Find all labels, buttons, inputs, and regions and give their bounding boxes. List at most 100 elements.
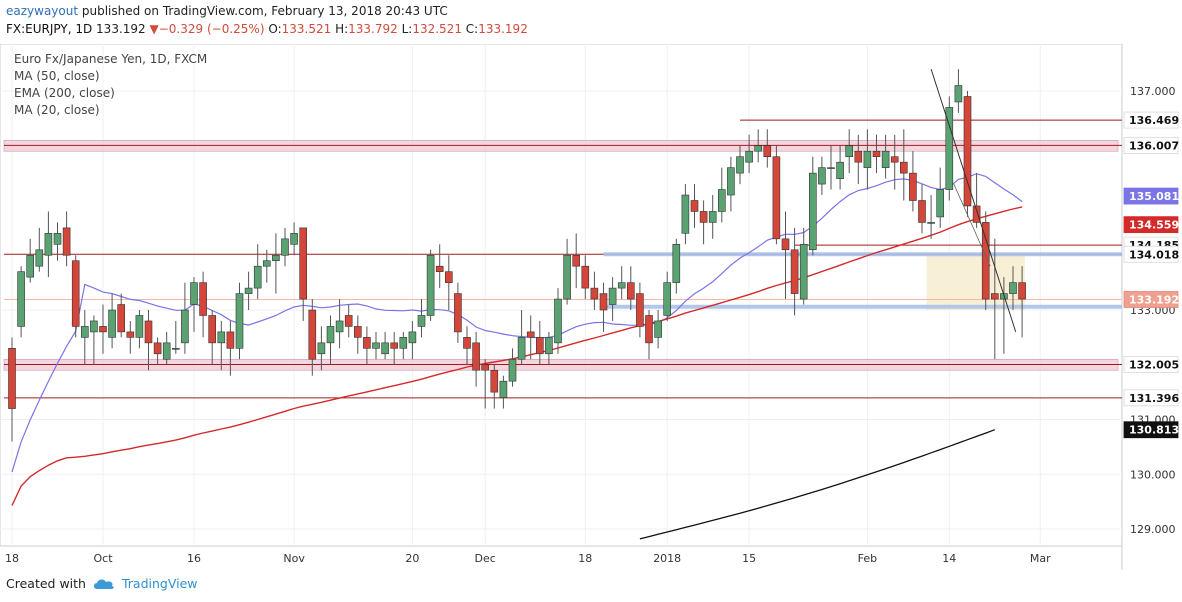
price-label-text: 136.007: [1129, 139, 1179, 152]
candle: [308, 299, 317, 376]
candle: [645, 310, 653, 360]
candle-body: [954, 85, 963, 103]
time-tick-label: 20: [405, 552, 419, 565]
candle: [799, 227, 808, 305]
candle-body: [517, 337, 526, 360]
price-label-box: [1123, 111, 1179, 129]
price-label: 130.813: [1123, 421, 1179, 439]
candle: [954, 69, 963, 113]
last-price: 133.192: [96, 22, 146, 36]
candle-body: [235, 293, 244, 349]
close-value: 133.192: [478, 22, 528, 36]
candle-body: [636, 293, 644, 327]
author-link[interactable]: eazywayout: [6, 4, 79, 18]
price-label: 134.018: [1123, 245, 1179, 263]
candle: [381, 331, 389, 360]
candle: [763, 129, 772, 168]
candle-body: [281, 238, 289, 256]
candle-body: [699, 211, 708, 223]
candle: [963, 91, 972, 217]
candle-body: [581, 265, 590, 289]
candle: [181, 282, 189, 354]
candle-body: [899, 161, 908, 174]
candle: [772, 145, 781, 245]
candle-body: [818, 167, 826, 185]
candle: [290, 222, 298, 256]
candle: [44, 211, 53, 278]
candle: [881, 134, 890, 179]
candle: [217, 320, 226, 371]
candle: [262, 249, 271, 283]
candle-body: [690, 200, 699, 212]
close-label: C:: [465, 22, 479, 36]
candle-body: [672, 244, 681, 283]
candle: [617, 266, 626, 300]
time-tick-label: 14: [942, 552, 956, 565]
candle-body: [626, 282, 635, 300]
candle-body: [981, 222, 990, 300]
candle-body: [745, 150, 753, 163]
candle: [508, 348, 517, 387]
candle: [863, 129, 872, 190]
candle: [463, 326, 471, 365]
price-tick-label: 137.000: [1130, 85, 1176, 98]
candle-body: [526, 331, 535, 338]
candle: [545, 331, 553, 365]
candle: [581, 255, 590, 300]
price-label-box: [1123, 245, 1179, 263]
candle: [244, 271, 253, 310]
price-label-box: [1123, 136, 1179, 154]
legend-title: Euro Fx/Japanese Yen, 1D, FXCM: [14, 52, 208, 66]
candle: [872, 134, 881, 174]
candle-body: [71, 260, 80, 327]
candle-body: [8, 348, 16, 409]
candle-body: [863, 150, 872, 168]
candle-body: [472, 342, 480, 371]
candle-body: [599, 293, 608, 311]
candle-body: [681, 194, 690, 234]
tradingview-link[interactable]: TradingView: [121, 576, 198, 591]
candle-body: [162, 342, 171, 360]
candle: [808, 156, 817, 256]
candle: [353, 315, 362, 354]
cloud-icon: [93, 578, 114, 589]
candle-body: [736, 156, 744, 174]
price-chart[interactable]: 129.000130.000131.000133.000137.000136.4…: [0, 43, 1182, 570]
candle: [727, 156, 735, 212]
candle-body: [790, 249, 799, 294]
price-label-text: 130.813: [1129, 424, 1179, 437]
candle: [690, 184, 699, 228]
candle: [90, 315, 98, 365]
candle-body: [535, 337, 544, 355]
high-label: H:: [335, 22, 349, 36]
footer: Created with TradingView: [6, 576, 198, 591]
price-label-text: 134.018: [1129, 248, 1179, 261]
candle-body: [408, 331, 417, 344]
candle: [918, 184, 926, 234]
candle: [8, 337, 16, 442]
candle: [626, 266, 635, 310]
candle-body: [763, 145, 772, 157]
candle-body: [390, 342, 399, 349]
price-label-text: 133.192: [1129, 293, 1179, 306]
time-tick-label: 18: [578, 552, 592, 565]
candle-body: [108, 309, 116, 338]
legend-ma50: MA (50, close): [14, 69, 100, 83]
candle: [535, 320, 544, 365]
candle-body: [881, 150, 890, 168]
price-label-text: 132.005: [1129, 358, 1179, 371]
candle: [408, 320, 417, 360]
trendline-minor: [953, 183, 991, 267]
candle-body: [172, 348, 180, 350]
candle: [162, 331, 171, 365]
candle-body: [563, 254, 571, 300]
candle: [717, 167, 726, 223]
time-tick-label: Feb: [858, 552, 877, 565]
candle: [226, 320, 235, 376]
candle: [108, 293, 116, 349]
time-tick-label: 18: [5, 552, 19, 565]
candle-body: [499, 380, 508, 398]
candle: [481, 359, 490, 409]
trendline-main: [930, 68, 1017, 333]
chart-area[interactable]: 129.000 130.000 131.000 133.000 137.000 136.4…: [0, 43, 1182, 570]
